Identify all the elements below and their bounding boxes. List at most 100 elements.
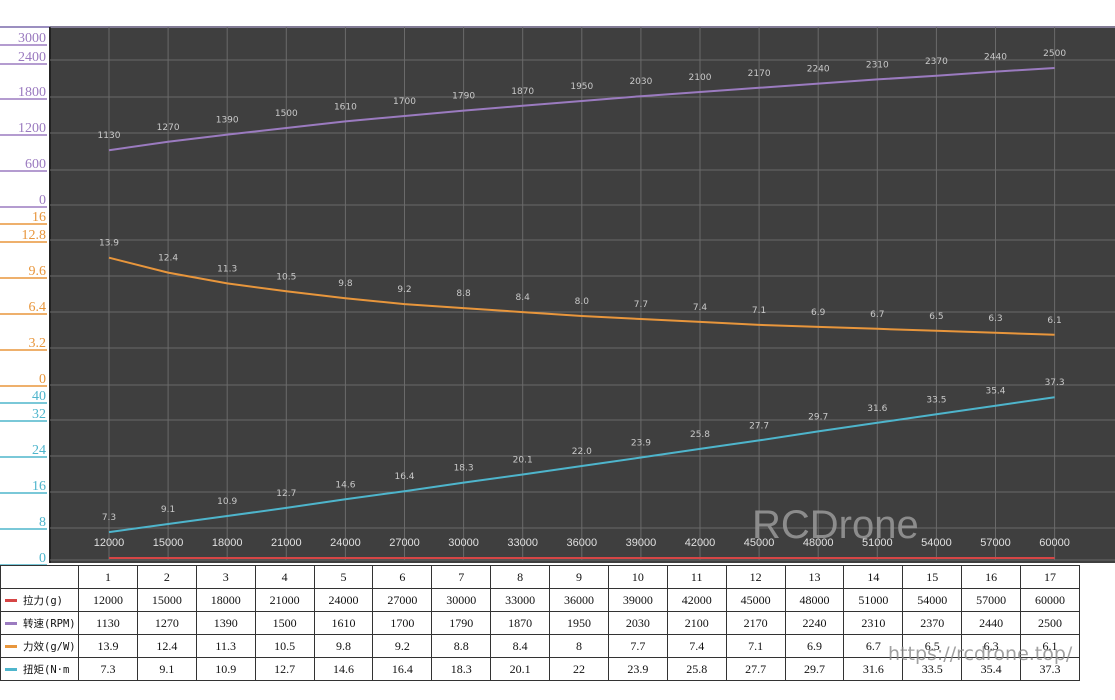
data-label: 6.5 xyxy=(929,312,943,322)
data-label: 2500 xyxy=(1043,49,1066,59)
data-label: 9.1 xyxy=(161,505,175,515)
table-cell: 15000 xyxy=(136,588,197,612)
y-tick-label: 8 xyxy=(39,515,46,530)
table-cell: 1270 xyxy=(136,611,197,635)
table-cell: 1790 xyxy=(431,611,492,635)
table-cell: 6.1 xyxy=(1020,634,1080,658)
legend-label: 转速(RPM) xyxy=(23,617,76,630)
table-cell: 8.4 xyxy=(490,634,550,658)
table-cell: 2170 xyxy=(725,611,786,635)
data-label: 27.7 xyxy=(749,421,769,431)
table-cell: 1390 xyxy=(195,611,256,635)
table-header-cell: 8 xyxy=(490,565,550,589)
table-cell: 11.3 xyxy=(195,634,256,658)
data-label: 6.9 xyxy=(811,308,826,318)
table-header-cell: 14 xyxy=(843,565,904,589)
table-cell: 10.9 xyxy=(195,657,256,681)
data-label: 23.9 xyxy=(631,438,651,448)
data-label: 6.1 xyxy=(1047,316,1061,326)
table-cell: 1500 xyxy=(254,611,315,635)
series-line xyxy=(108,67,1055,152)
table-cell: 1130 xyxy=(78,611,138,635)
table-cell: 60000 xyxy=(1020,588,1080,612)
table-cell: 9.1 xyxy=(136,657,197,681)
data-label: 12.4 xyxy=(158,254,178,264)
data-label: 7.7 xyxy=(634,300,648,310)
y-tick-label: 0 xyxy=(39,551,46,565)
table-header-cell: 2 xyxy=(136,565,197,589)
table-row: 扭矩(N·m 7.3 9.1 10.9 12.7 14.6 16.4 18.3 20.1 22 23… xyxy=(0,657,1080,681)
data-label: 1790 xyxy=(452,92,475,102)
x-tick-label: 12000 xyxy=(94,537,125,549)
table-cell: 36000 xyxy=(549,588,609,612)
data-label: 37.3 xyxy=(1045,378,1065,388)
data-label: 2030 xyxy=(629,77,652,87)
data-label: 9.2 xyxy=(397,285,411,295)
table-cell: 1700 xyxy=(372,611,433,635)
table-header-row: 1 2 3 4 5 6 7 8 9 10 11 12 13 14 15 16 17 xyxy=(0,565,1080,589)
data-label: 7.4 xyxy=(693,303,708,313)
table-cell: 21000 xyxy=(254,588,315,612)
data-label: 31.6 xyxy=(867,404,887,414)
table-cell: 2310 xyxy=(843,611,904,635)
x-tick-label: 27000 xyxy=(389,537,420,549)
legend-label: 拉力(g) xyxy=(23,594,63,607)
x-tick-label: 54000 xyxy=(921,537,952,549)
table-header-cell: 12 xyxy=(725,565,786,589)
table-cell: 25.8 xyxy=(666,657,727,681)
table-cell: 16.4 xyxy=(372,657,433,681)
data-label: 1950 xyxy=(570,82,593,92)
data-label: 6.7 xyxy=(870,310,884,320)
x-tick-label: 39000 xyxy=(626,537,657,549)
table-header-cell: 7 xyxy=(431,565,492,589)
data-label: 1390 xyxy=(216,116,239,126)
data-label: 13.9 xyxy=(99,239,119,249)
data-label: 2170 xyxy=(748,69,771,79)
series-line xyxy=(108,396,1055,534)
x-tick-label: 15000 xyxy=(153,537,184,549)
table-cell: 27.7 xyxy=(725,657,786,681)
table-header-cell: 11 xyxy=(666,565,727,589)
x-tick-label: 51000 xyxy=(862,537,893,549)
table-cell: 8 xyxy=(549,634,609,658)
table-cell: 29.7 xyxy=(784,657,845,681)
table-cell: 1950 xyxy=(549,611,609,635)
table-row: 拉力(g) 12000 15000 18000 21000 24000 27000 30000… xyxy=(0,588,1080,612)
legend-swatch xyxy=(5,668,17,671)
table-header-cell: 6 xyxy=(372,565,433,589)
data-label: 9.8 xyxy=(338,279,353,289)
data-label: 8.4 xyxy=(516,293,531,303)
y-tick-label: 24 xyxy=(32,443,46,458)
y-tick-label: 0 xyxy=(39,193,46,208)
x-tick-label: 33000 xyxy=(507,537,538,549)
data-label: 2440 xyxy=(984,53,1007,63)
data-label: 1700 xyxy=(393,97,416,107)
x-tick-label: 57000 xyxy=(980,537,1011,549)
y-tick-label: 9.6 xyxy=(29,264,47,279)
table-cell: 27000 xyxy=(372,588,433,612)
data-label: 16.4 xyxy=(394,472,414,482)
table-cell: 2100 xyxy=(666,611,727,635)
table-cell: 12.7 xyxy=(254,657,315,681)
table-cell: 48000 xyxy=(784,588,845,612)
table-header-cell: 10 xyxy=(607,565,668,589)
table-header-cell: 1 xyxy=(78,565,138,589)
data-label: 1270 xyxy=(157,123,180,133)
plot-background xyxy=(50,27,1115,563)
data-label: 2310 xyxy=(866,60,889,70)
table-cell: 51000 xyxy=(843,588,904,612)
table-header-cell: 4 xyxy=(254,565,315,589)
data-label: 7.1 xyxy=(752,306,766,316)
table-cell: 45000 xyxy=(725,588,786,612)
legend-label: 力效(g/W) xyxy=(23,640,76,653)
table-cell: 18.3 xyxy=(431,657,492,681)
y-tick-label: 2400 xyxy=(18,50,46,65)
watermark: RCDrone xyxy=(752,503,919,547)
table-cell: 2240 xyxy=(784,611,845,635)
y-tick-label: 16 xyxy=(32,479,46,494)
data-label: 1610 xyxy=(334,102,357,112)
performance-chart: 3000 2400 1800 1200 600 0 16 12.8 9.6 6.4 3.2 0 40 32… xyxy=(0,26,1115,565)
table-cell: 7.1 xyxy=(725,634,786,658)
table-corner-cell xyxy=(0,565,79,589)
y-tick-label: 6.4 xyxy=(29,300,47,315)
